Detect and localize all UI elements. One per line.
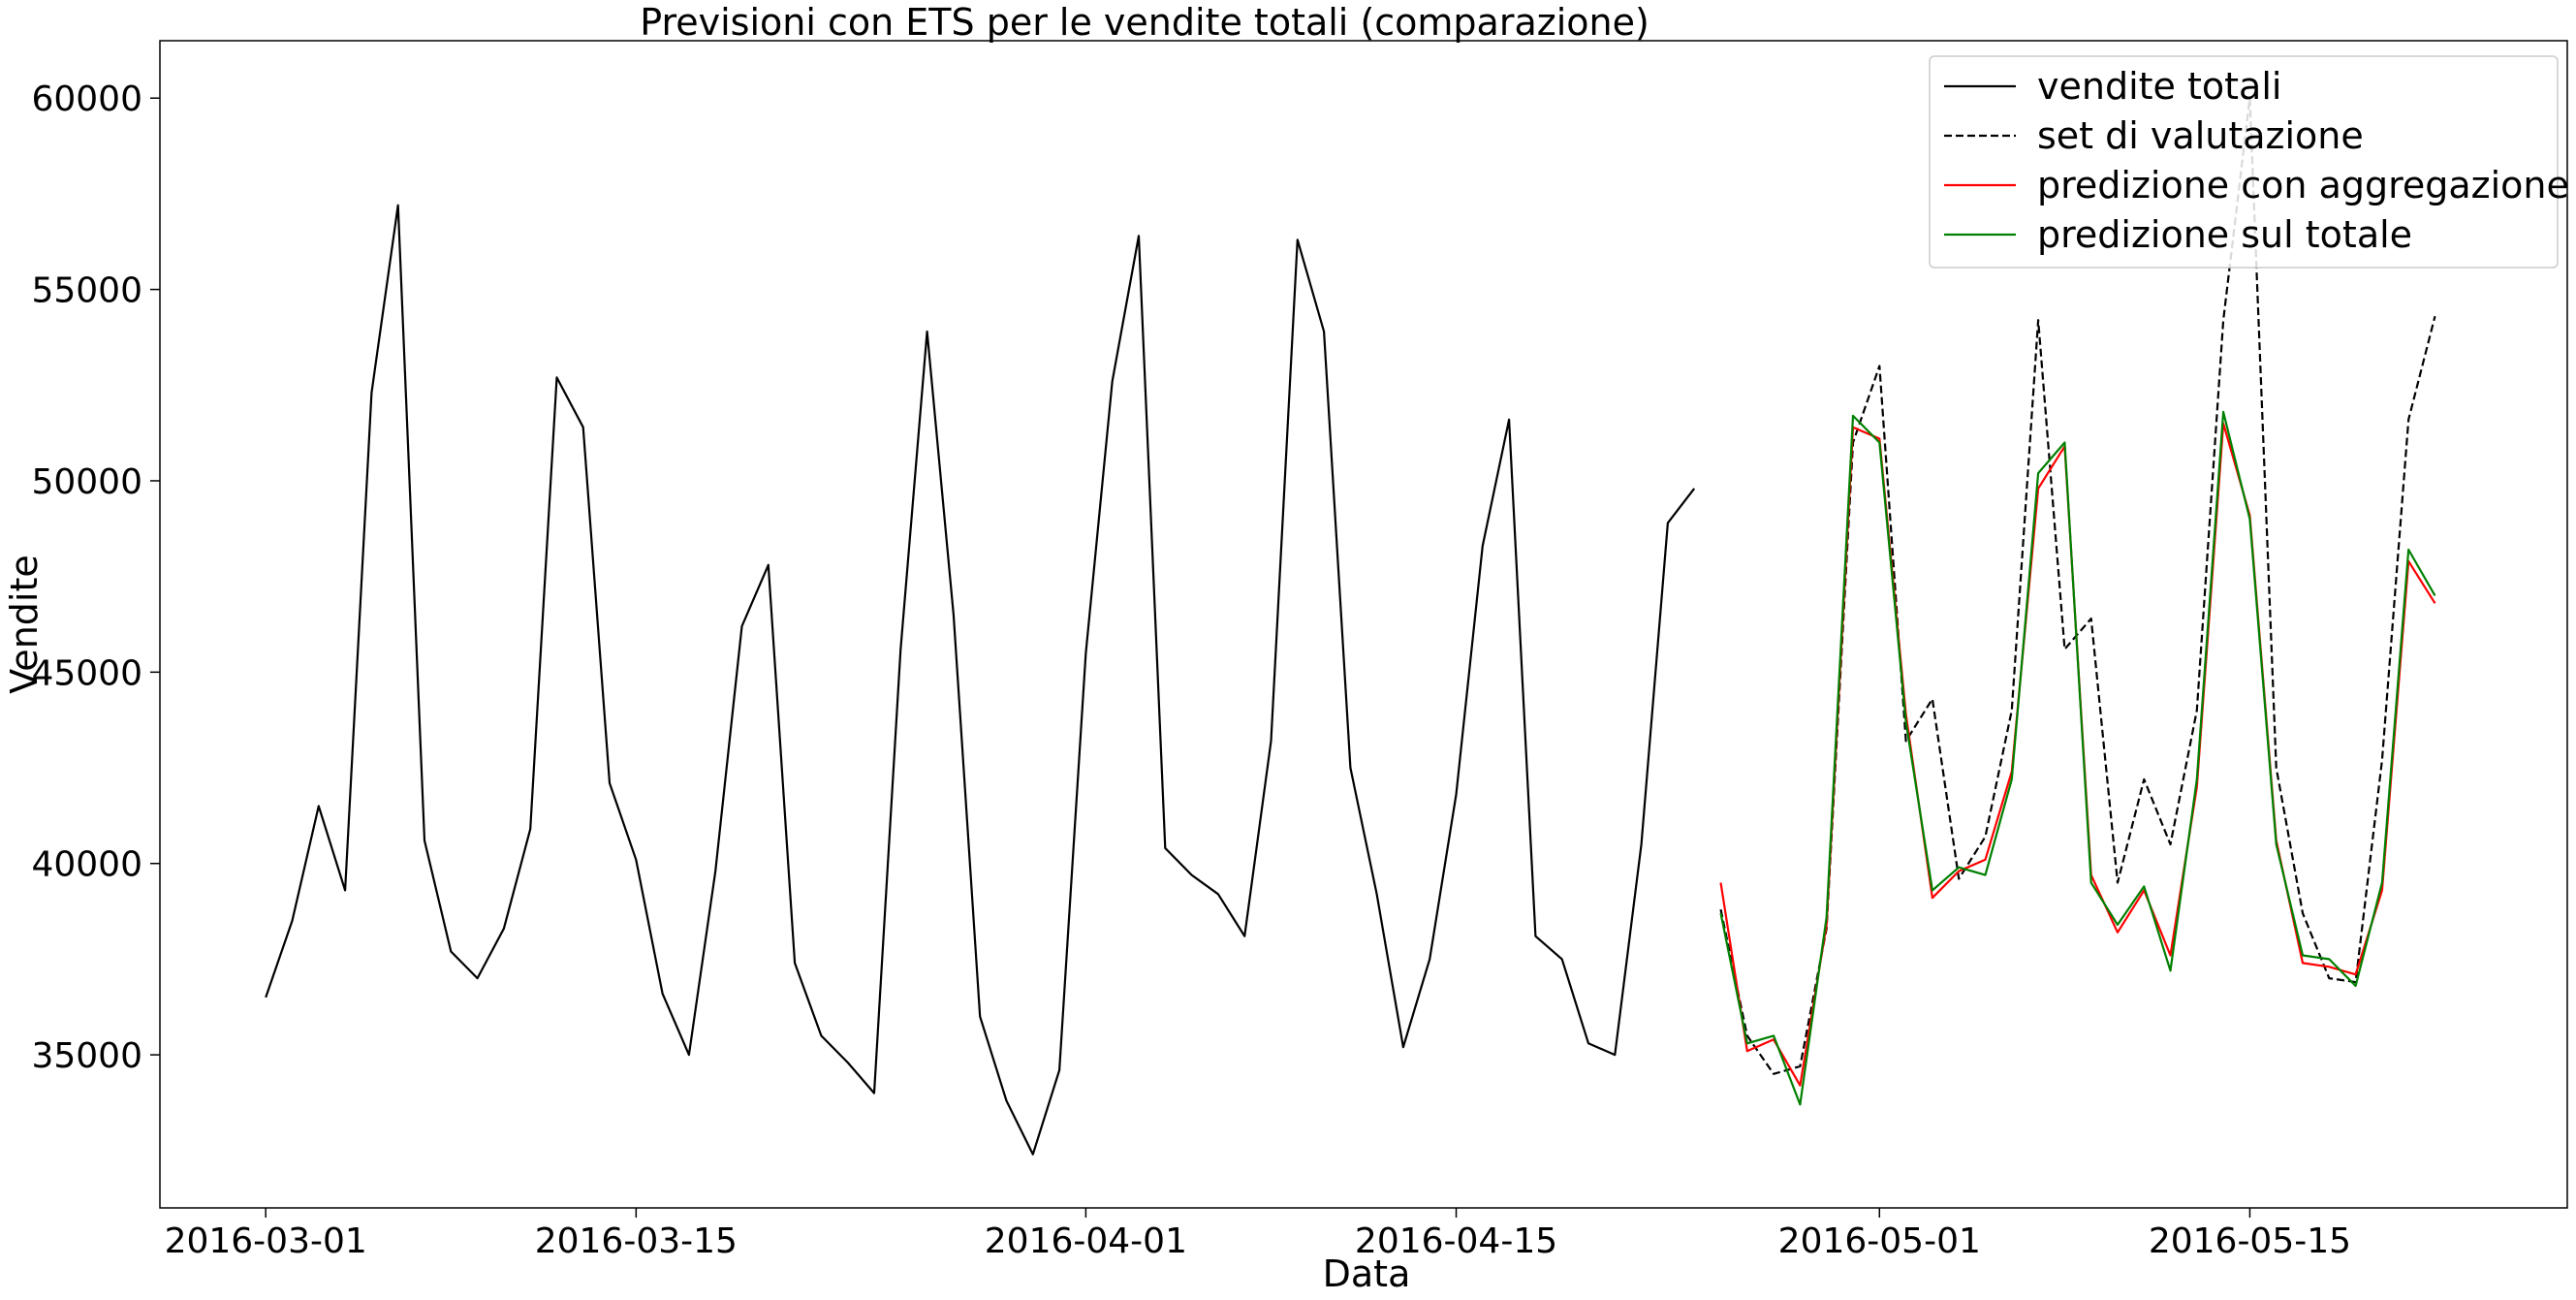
x-tick-label: 2016-04-15 [1355, 1221, 1557, 1261]
plot-area [159, 40, 2568, 1209]
y-tick-label: 50000 [31, 462, 142, 502]
y-tick-label: 40000 [31, 845, 142, 885]
x-axis: 2016-03-01 2016-03-15 2016-04-01 2016-04-15… [165, 1208, 2351, 1261]
legend-entry-label: predizione con aggregazione [2037, 164, 2569, 206]
series-layer [265, 97, 2436, 1156]
y-axis: 35000 40000 45000 50000 55000 60000 [31, 79, 160, 1076]
legend-box [1929, 55, 2559, 269]
legend-entry-label: vendite totali [2037, 65, 2281, 108]
legend-entry-label: set di valutazione [2037, 114, 2364, 157]
x-tick-label: 2016-03-01 [165, 1221, 367, 1261]
legend-entry-label: predizione sul totale [2037, 213, 2412, 256]
y-axis-label: Vendite [3, 555, 46, 693]
legend: vendite totali set di valutazione predizio… [1929, 55, 2569, 269]
x-tick-label: 2016-04-01 [985, 1221, 1187, 1261]
series-line-3 [1719, 422, 2436, 1087]
chart-title: Previsioni con ETS per le vendite totali… [640, 1, 1649, 44]
y-tick-label: 60000 [31, 79, 142, 119]
x-tick-label: 2016-03-15 [535, 1221, 738, 1261]
series-line-1 [265, 204, 1696, 1156]
x-tick-label: 2016-05-01 [1778, 1221, 1981, 1261]
y-tick-label: 45000 [31, 653, 142, 693]
x-tick-label: 2016-05-15 [2149, 1221, 2351, 1261]
series-line-4 [1719, 410, 2436, 1106]
x-axis-label: Data [1323, 1252, 1411, 1295]
y-tick-label: 55000 [31, 271, 142, 311]
y-tick-label: 35000 [31, 1036, 142, 1076]
